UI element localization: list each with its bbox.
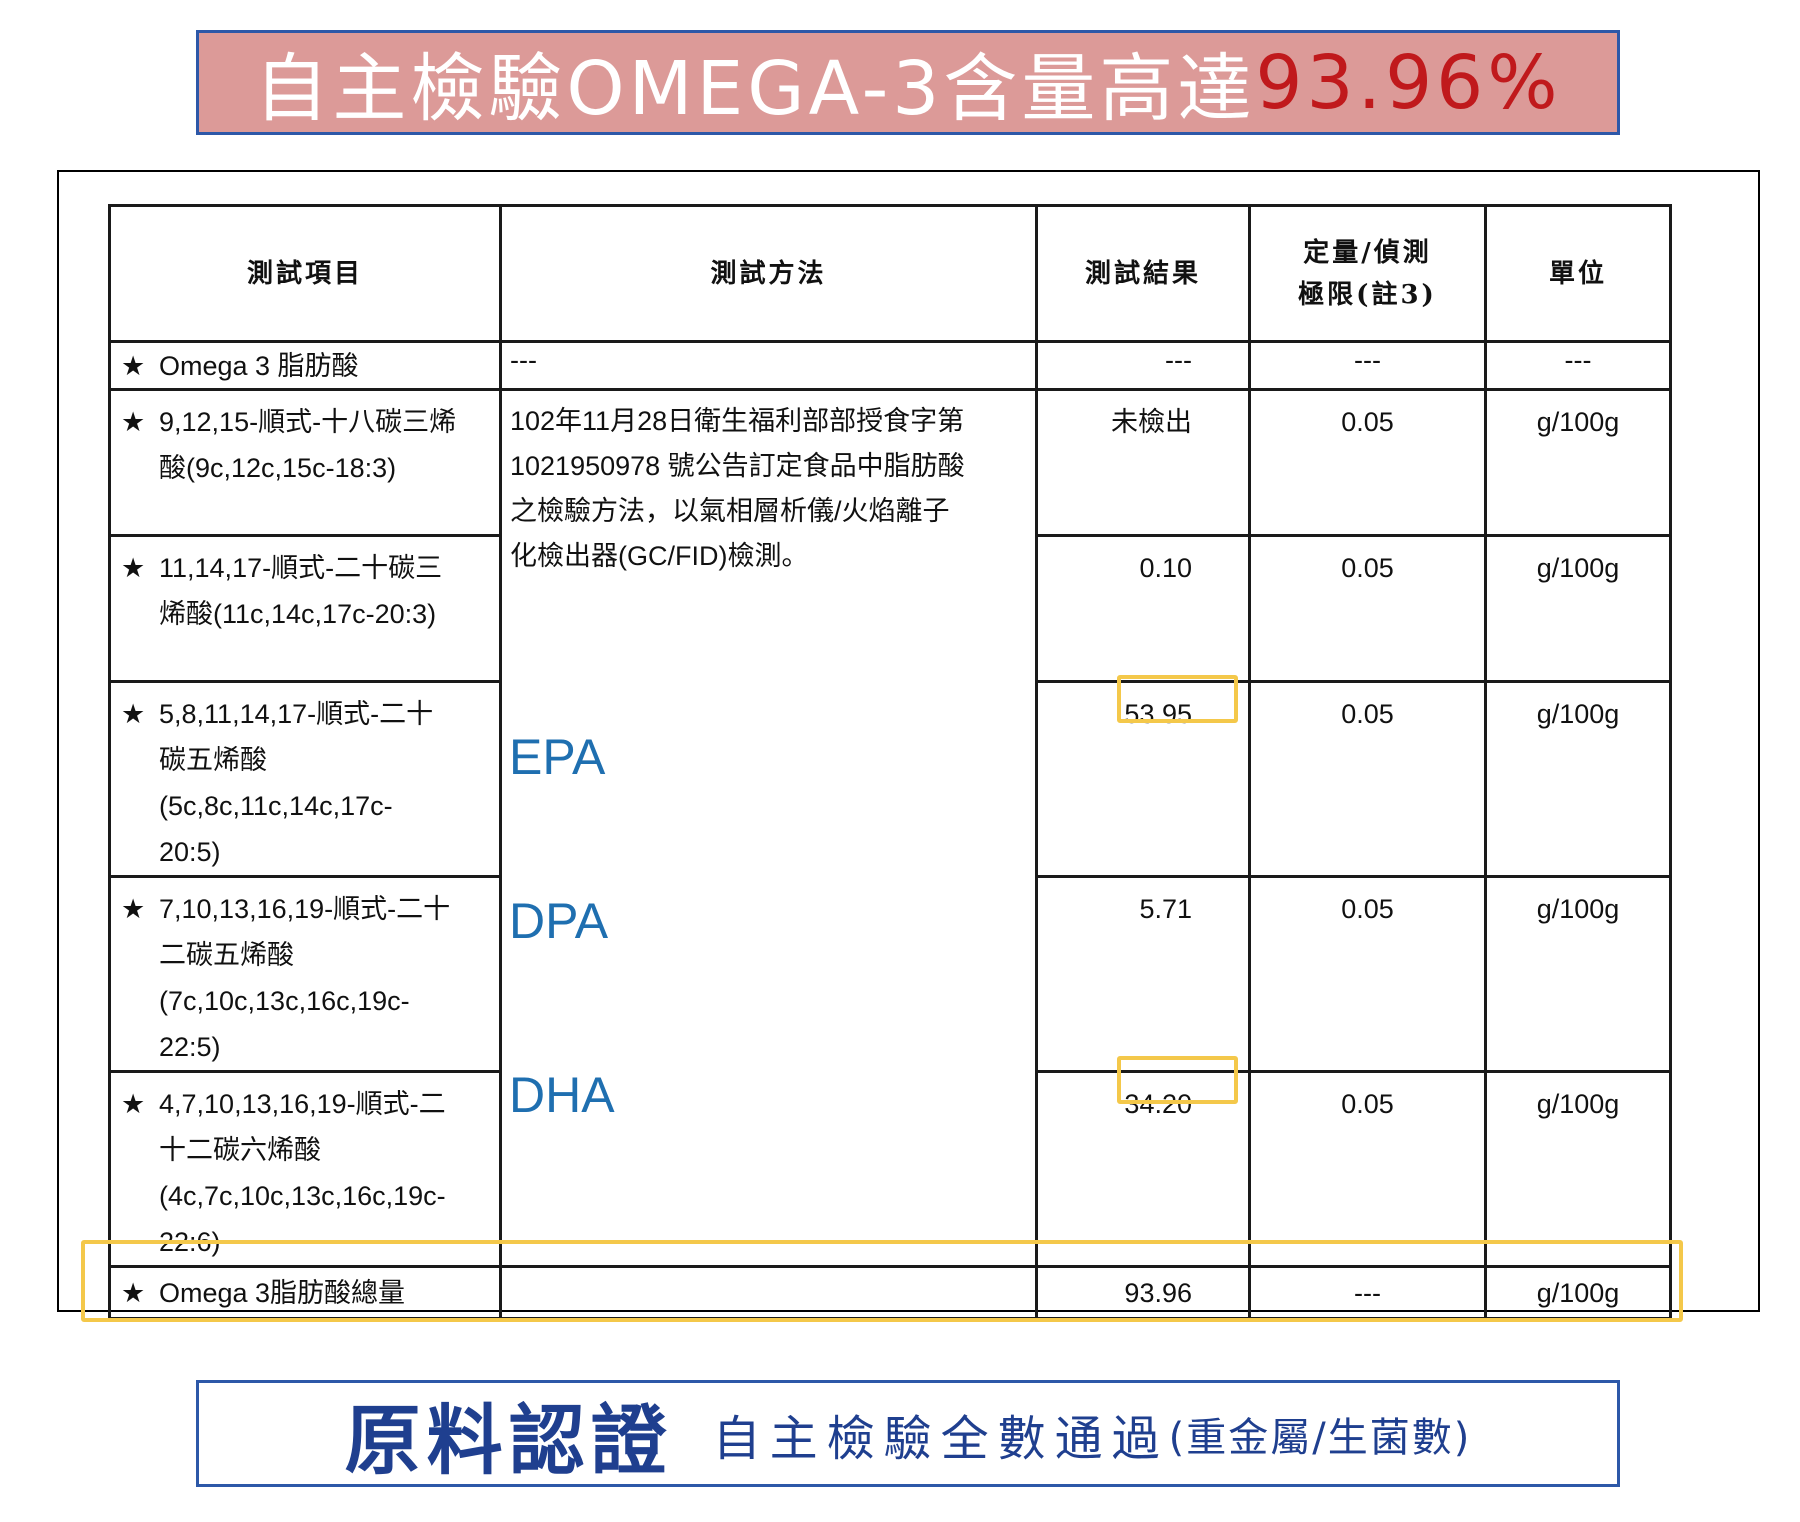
- top-banner-text: 自主檢驗OMEGA-3含量高達: [254, 46, 1256, 132]
- unit-cell: g/100g: [1484, 534, 1672, 683]
- item-cell: ★ 9,12,15-順式-十八碳三烯 酸(9c,12c,15c-18:3): [108, 388, 502, 537]
- item-name-line: (4c,7c,10c,13c,16c,19c-: [159, 1181, 446, 1211]
- item-name-line: 11,14,17-順式-二十碳三: [159, 553, 443, 583]
- bottom-banner: 原料認證 自主檢驗全數通過 (重金屬/生菌數): [196, 1380, 1620, 1487]
- loq-cell: 0.05: [1248, 875, 1487, 1073]
- item-cell: ★ 4,7,10,13,16,19-順式-二 十二碳六烯酸 (4c,7c,10c,13…: [108, 1070, 502, 1268]
- item-name-line: 十二碳六烯酸: [159, 1135, 321, 1165]
- loq-cell: 0.05: [1248, 534, 1487, 683]
- test-report-table: 測試項目 測試方法 測試結果 定量/偵測極限(註3) 單位 ★ Omega 3 脂…: [108, 204, 1672, 1320]
- epa-result-highlight: [1117, 675, 1238, 723]
- method-cell: [499, 1265, 1038, 1320]
- dha-result-highlight: [1117, 1056, 1238, 1104]
- header-result: 測試結果: [1035, 204, 1251, 343]
- method-line: 之檢驗方法，以氣相層析儀/火焰離子: [510, 496, 950, 526]
- dha-label: DHA: [509, 1067, 615, 1123]
- header-loq-line2: 極限(註3): [1298, 279, 1437, 310]
- table-row: ★ 7,10,13,16,19-順式-二十 二碳五烯酸 (7c,10c,13c,16c…: [108, 875, 1672, 1073]
- top-banner: 自主檢驗OMEGA-3含量高達 93.96%: [196, 30, 1620, 135]
- top-banner-highlight: 93.96%: [1255, 39, 1562, 126]
- item-name-line: 烯酸(11c,14c,17c-20:3): [159, 599, 437, 629]
- item-name: Omega 3 脂肪酸: [159, 351, 359, 381]
- table-row: ★ 11,14,17-順式-二十碳三 烯酸(11c,14c,17c-20:3) 0.…: [108, 534, 1672, 683]
- result-cell: ---: [1035, 340, 1251, 391]
- table-row: ★ Omega 3 脂肪酸 --- --- --- ---: [108, 340, 1672, 391]
- item-name-line: 酸(9c,12c,15c-18:3): [159, 453, 397, 483]
- item-name-line: (7c,10c,13c,16c,19c-: [159, 986, 410, 1016]
- loq-cell: 0.05: [1248, 388, 1487, 537]
- total-row-highlight: [81, 1240, 1683, 1322]
- result-cell: 0.10: [1035, 534, 1251, 683]
- header-loq-line1: 定量/偵測: [1303, 237, 1432, 268]
- star-icon: ★: [121, 1089, 146, 1119]
- item-cell: ★ Omega 3 脂肪酸: [108, 340, 502, 391]
- star-icon: ★: [121, 1277, 146, 1308]
- item-name-line: 二碳五烯酸: [159, 940, 294, 970]
- unit-cell: g/100g: [1484, 680, 1672, 878]
- table-row: ★ 9,12,15-順式-十八碳三烯 酸(9c,12c,15c-18:3) 102年…: [108, 388, 1672, 1268]
- header-method: 測試方法: [499, 204, 1038, 343]
- item-name-line: (5c,8c,11c,14c,17c-: [159, 791, 393, 821]
- item-name-line: 22:5): [159, 1032, 221, 1062]
- item-name-line: 4,7,10,13,16,19-順式-二: [159, 1089, 446, 1119]
- method-cell: ---: [499, 340, 1038, 391]
- item-cell: ★ Omega 3脂肪酸總量: [108, 1265, 502, 1320]
- item-cell: ★ 11,14,17-順式-二十碳三 烯酸(11c,14c,17c-20:3): [108, 534, 502, 683]
- loq-cell: ---: [1248, 1265, 1487, 1320]
- unit-cell: g/100g: [1484, 1265, 1672, 1320]
- item-name-line: 5,8,11,14,17-順式-二十: [159, 699, 434, 729]
- item-name-line: 9,12,15-順式-十八碳三烯: [159, 407, 457, 437]
- result-cell: 未檢出: [1035, 388, 1251, 537]
- result-cell: 93.96: [1035, 1265, 1251, 1320]
- method-line: 化檢出器(GC/FID)檢測。: [510, 541, 809, 571]
- star-icon: ★: [121, 699, 146, 729]
- item-name-line: 碳五烯酸: [159, 745, 267, 775]
- header-loq: 定量/偵測極限(註3): [1248, 204, 1487, 343]
- loq-cell: ---: [1248, 340, 1487, 391]
- bottom-banner-note: (重金屬/生菌數): [1168, 1414, 1472, 1461]
- table-row-total: ★ Omega 3脂肪酸總量 93.96 --- g/100g: [108, 1265, 1672, 1320]
- header-unit: 單位: [1484, 204, 1672, 343]
- bottom-banner-subtitle: 自主檢驗全數通過: [712, 1410, 1169, 1467]
- loq-cell: 0.05: [1248, 1070, 1487, 1268]
- item-name-line: 7,10,13,16,19-順式-二十: [159, 894, 451, 924]
- result-cell: 53.95: [1035, 680, 1251, 878]
- star-icon: ★: [121, 351, 146, 381]
- unit-cell: g/100g: [1484, 388, 1672, 537]
- dpa-label: DPA: [509, 893, 609, 949]
- epa-label: EPA: [509, 729, 606, 785]
- star-icon: ★: [121, 407, 146, 437]
- item-name-line: 20:5): [159, 837, 221, 867]
- method-cell: 102年11月28日衛生福利部部授食字第 1021950978 號公告訂定食品中…: [499, 388, 1038, 1268]
- table-header-row: 測試項目 測試方法 測試結果 定量/偵測極限(註3) 單位: [108, 204, 1672, 343]
- result-cell: 5.71: [1035, 875, 1251, 1073]
- unit-cell: ---: [1484, 340, 1672, 391]
- item-cell: ★ 5,8,11,14,17-順式-二十 碳五烯酸 (5c,8c,11c,14c,17…: [108, 680, 502, 878]
- unit-cell: g/100g: [1484, 875, 1672, 1073]
- method-line: 102年11月28日衛生福利部部授食字第: [510, 406, 965, 436]
- table-row: ★ 5,8,11,14,17-順式-二十 碳五烯酸 (5c,8c,11c,14c,17…: [108, 680, 1672, 878]
- item-cell: ★ 7,10,13,16,19-順式-二十 二碳五烯酸 (7c,10c,13c,16c…: [108, 875, 502, 1073]
- loq-cell: 0.05: [1248, 680, 1487, 878]
- star-icon: ★: [121, 553, 146, 583]
- item-name: Omega 3脂肪酸總量: [159, 1277, 406, 1308]
- header-item: 測試項目: [108, 204, 502, 343]
- bottom-banner-title: 原料認證: [344, 1395, 673, 1485]
- unit-cell: g/100g: [1484, 1070, 1672, 1268]
- method-line: 1021950978 號公告訂定食品中脂肪酸: [510, 451, 965, 481]
- star-icon: ★: [121, 894, 146, 924]
